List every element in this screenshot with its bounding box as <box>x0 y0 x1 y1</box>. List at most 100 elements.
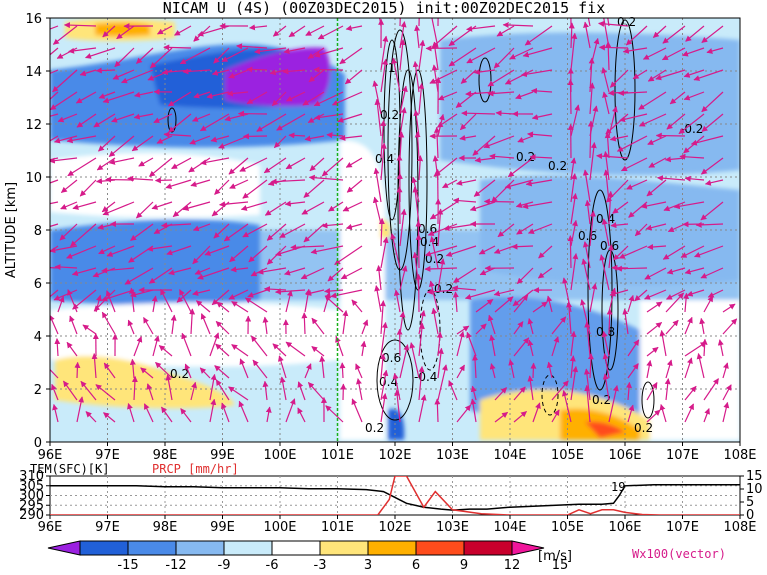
wind-vector <box>645 223 667 231</box>
wind-vector <box>632 69 648 80</box>
wind-vector <box>398 131 405 159</box>
wind-vector <box>570 173 578 203</box>
wind-vector <box>684 316 693 335</box>
wind-vector <box>679 153 705 160</box>
wind-vector <box>127 175 154 182</box>
wind-vector <box>615 265 648 272</box>
wind-vector <box>102 91 135 104</box>
wind-vector <box>527 131 553 138</box>
colorbar-unit: [m/s] <box>538 549 572 564</box>
wind-vector <box>121 69 154 84</box>
wind-vector <box>652 25 667 38</box>
wind-vector <box>180 408 192 423</box>
wind-vector <box>278 355 287 379</box>
wind-vector <box>607 244 614 269</box>
wind-vector <box>587 353 594 379</box>
wind-vector <box>213 223 230 239</box>
wind-vector <box>240 201 268 211</box>
wind-vector <box>551 409 560 423</box>
wind-vector <box>319 355 326 379</box>
x-tick-label: 98E <box>153 448 178 463</box>
wind-vector <box>191 113 211 122</box>
wind-vector <box>512 289 534 307</box>
wind-vector <box>130 223 154 241</box>
wind-vector <box>589 142 597 181</box>
wind-vector <box>489 153 515 160</box>
wind-vector <box>452 291 459 313</box>
contour-label: 0.6 <box>382 351 401 365</box>
wind-vector <box>619 113 648 123</box>
wind-vector <box>184 363 192 379</box>
wind-vector <box>351 398 363 423</box>
sub-y-tick-label-right: 10 <box>746 482 763 497</box>
y-tick-label: 10 <box>25 171 42 186</box>
wind-vector <box>561 390 572 423</box>
colorbar-tick-label: -6 <box>266 558 279 573</box>
wind-vector <box>339 47 363 65</box>
wind-vector <box>324 288 344 295</box>
wind-vector <box>394 389 401 423</box>
contour-label: 0.2 <box>634 421 653 435</box>
wind-vector <box>303 179 325 198</box>
wind-vector <box>274 288 306 295</box>
sub-annotation: 19 <box>611 480 625 494</box>
colorbar-swatch <box>175 540 225 556</box>
wind-vector <box>448 380 458 401</box>
wind-vector <box>703 378 719 401</box>
wind-vector <box>50 113 59 117</box>
contour-label: 0.2 <box>434 282 453 296</box>
wind-vector <box>599 254 610 291</box>
wind-vector <box>694 245 724 258</box>
x-tick-label: 102E <box>378 448 411 463</box>
colorbar-tick-label: 12 <box>504 558 521 573</box>
wind-vector <box>685 25 705 42</box>
sub-y-tick-label: 305 <box>19 479 44 494</box>
sub-y-tick-label-right: 0 <box>746 508 754 523</box>
wind-vector <box>437 208 444 247</box>
wind-vector <box>609 289 629 297</box>
contour <box>376 339 414 421</box>
contour-label: 0.8 <box>596 325 615 339</box>
wind-vector <box>167 91 192 107</box>
wind-vector <box>168 267 192 276</box>
wind-vector <box>466 331 477 357</box>
wind-vector <box>475 323 487 335</box>
y-tick-label: 8 <box>34 224 42 239</box>
wind-vector <box>390 233 401 269</box>
wind-vector <box>646 321 663 335</box>
wind-vector <box>256 113 287 132</box>
wind-vector <box>189 135 211 145</box>
wind-vectors <box>50 18 738 423</box>
sub-y-tick-label: 310 <box>19 469 44 484</box>
wind-vector <box>493 245 515 254</box>
y-tick-label: 6 <box>34 277 42 292</box>
contour <box>541 374 559 416</box>
wind-vector <box>701 25 724 44</box>
wind-vector <box>66 135 97 144</box>
wind-vector <box>607 18 610 27</box>
wind-vector <box>525 179 553 187</box>
y-tick-label: 2 <box>34 383 42 398</box>
wind-vector <box>68 47 97 54</box>
wind-vector <box>701 113 724 132</box>
wind-vector <box>50 25 59 30</box>
wind-vector <box>98 135 116 152</box>
wind-vector <box>50 91 59 100</box>
wind-vector <box>513 386 526 401</box>
wind-vector <box>129 358 136 379</box>
wind-vector <box>601 330 610 357</box>
wind-vector <box>75 91 97 104</box>
colorbar: -15 -12 -9 -6 -3 3 6 9 12 15 <box>47 540 568 573</box>
contour-label: 0.4 <box>420 235 439 249</box>
wind-vector <box>79 179 97 197</box>
wind-vector <box>210 135 230 143</box>
wind-vector <box>197 267 230 280</box>
wind-vector <box>340 267 363 280</box>
sub-x-tick-label: 97E <box>95 520 120 535</box>
wind-vector <box>699 317 706 335</box>
wind-vector <box>111 113 135 123</box>
wind-vector <box>239 358 249 379</box>
wind-vector <box>72 289 97 310</box>
wind-vector <box>50 135 59 142</box>
wind-vector <box>456 404 472 423</box>
